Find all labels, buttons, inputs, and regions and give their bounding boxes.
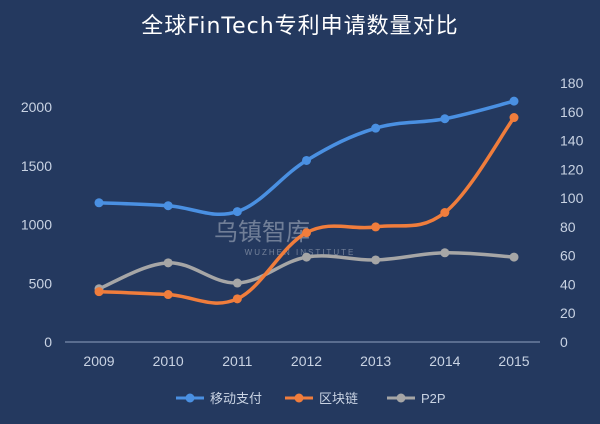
legend-item: P2P xyxy=(387,391,446,406)
data-point xyxy=(232,294,242,304)
data-point xyxy=(232,207,242,217)
data-point xyxy=(163,258,173,268)
x-tick-label: 2011 xyxy=(222,353,252,369)
chart-title: 全球FinTech专利申请数量对比 xyxy=(141,14,459,39)
x-axis-ticks: 2009 2010 2011 2012 2013 2014 2015 xyxy=(83,353,529,369)
right-tick-label: 20 xyxy=(560,305,576,321)
legend: 移动支付 区块链 P2P xyxy=(176,391,446,406)
x-tick-label: 2009 xyxy=(83,353,114,369)
legend-item: 区块链 xyxy=(285,391,358,406)
series-2 xyxy=(94,248,519,294)
x-tick-label: 2012 xyxy=(291,353,322,369)
data-point xyxy=(371,222,381,232)
data-point xyxy=(509,252,519,262)
data-point xyxy=(509,96,519,106)
data-point xyxy=(440,248,450,258)
right-axis-ticks: 0 20 40 60 80 100 120 140 160 180 xyxy=(560,75,584,350)
right-tick-label: 160 xyxy=(560,104,584,120)
legend-item: 移动支付 xyxy=(176,391,262,406)
data-point xyxy=(509,113,519,123)
x-tick-label: 2014 xyxy=(429,353,460,369)
data-point xyxy=(371,255,381,265)
x-tick-label: 2013 xyxy=(360,353,391,369)
data-point xyxy=(440,208,450,217)
data-point xyxy=(302,252,311,262)
data-point xyxy=(302,228,311,238)
series-layer xyxy=(94,96,519,305)
legend-swatch-marker xyxy=(185,393,195,403)
legend-label: 区块链 xyxy=(319,391,358,406)
data-point xyxy=(94,198,104,208)
left-tick-label: 2000 xyxy=(21,99,52,115)
right-tick-label: 60 xyxy=(560,248,576,264)
right-tick-label: 80 xyxy=(560,219,576,235)
right-tick-label: 100 xyxy=(560,190,584,206)
series-0 xyxy=(94,96,519,217)
data-point xyxy=(232,278,242,288)
right-tick-label: 40 xyxy=(560,276,576,292)
left-tick-label: 500 xyxy=(29,275,53,291)
right-tick-label: 120 xyxy=(560,161,584,177)
right-tick-label: 0 xyxy=(560,334,568,350)
x-tick-label: 2015 xyxy=(498,353,529,369)
data-point xyxy=(163,201,173,211)
data-point xyxy=(371,123,381,133)
data-point xyxy=(440,114,450,124)
right-tick-label: 180 xyxy=(560,75,584,91)
data-point xyxy=(94,287,104,297)
x-tick-label: 2010 xyxy=(153,353,184,369)
left-tick-label: 1500 xyxy=(21,158,52,174)
watermark: 乌镇智库 WUZHEN INSTITUTE xyxy=(214,219,356,257)
watermark-subtext: WUZHEN INSTITUTE xyxy=(245,248,356,257)
series-line xyxy=(97,115,516,305)
left-tick-label: 1000 xyxy=(21,217,52,233)
legend-swatch-marker xyxy=(294,393,304,403)
series-1 xyxy=(94,113,519,305)
data-point xyxy=(163,290,173,300)
left-axis-ticks: 0 500 1000 1500 2000 xyxy=(21,99,52,350)
data-point xyxy=(302,155,311,165)
legend-swatch-marker xyxy=(396,393,406,403)
left-tick-label: 0 xyxy=(44,334,52,350)
legend-label: 移动支付 xyxy=(210,391,262,406)
legend-label: P2P xyxy=(421,391,446,406)
right-tick-label: 140 xyxy=(560,133,584,149)
